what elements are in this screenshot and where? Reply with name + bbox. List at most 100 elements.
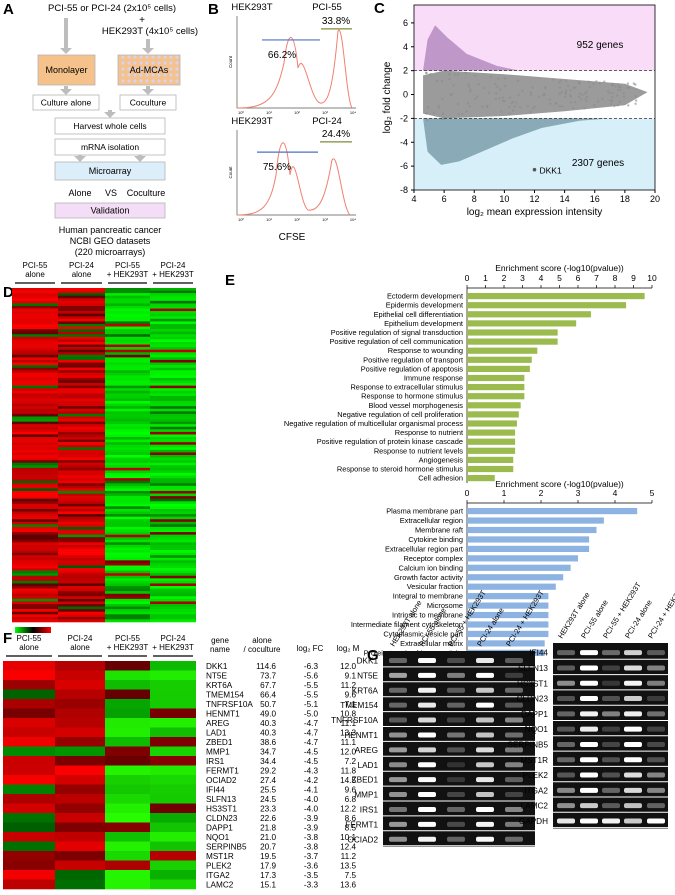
table-cell: 14.5: [340, 776, 356, 785]
heat-cell: [150, 403, 196, 407]
heat-cell: [150, 573, 196, 577]
gene-name: TMEM154: [206, 690, 244, 699]
cloud-dot: [569, 89, 572, 92]
heat-cell: [150, 616, 196, 620]
heat-cell: [3, 756, 55, 766]
band: [389, 806, 407, 812]
column-header-line: alone: [19, 643, 39, 652]
heat-cell: [58, 609, 105, 613]
heat-cell: [58, 341, 105, 345]
band: [505, 792, 523, 798]
heat-cell: [3, 699, 55, 709]
column-header: PCI-24 + HEK293T: [152, 634, 194, 652]
gene-name: NT5E: [206, 671, 227, 680]
heat-cell: [58, 606, 105, 610]
heat-cell: [12, 514, 58, 517]
heat-cell: [105, 444, 150, 448]
band: [418, 687, 436, 693]
x-axis-label: log₂ mean expression intensity: [467, 207, 603, 218]
heat-cell: [150, 851, 196, 861]
heat-cell: [105, 300, 150, 304]
heat-cell: [150, 323, 196, 327]
heat-cell: [58, 616, 105, 620]
heat-cell: [105, 568, 150, 571]
cloud-dot: [613, 104, 616, 108]
bar: [467, 420, 517, 427]
gene-label: ITGA2: [524, 786, 548, 795]
band: [389, 777, 407, 783]
panel-label: A: [3, 1, 14, 18]
cloud-dot: [560, 105, 564, 108]
table-cell: -3.9: [304, 823, 319, 832]
lane-header: PCI-55 + HEK293T: [601, 580, 643, 640]
table-cell: 40.3: [260, 719, 276, 728]
heat-cell: [150, 485, 196, 489]
heat-cell: [12, 344, 58, 348]
cloud-dot: [437, 106, 441, 110]
band: [602, 726, 620, 732]
band: [505, 747, 523, 753]
cloud-dot: [464, 71, 467, 75]
cloud-dot: [441, 112, 445, 116]
band: [505, 672, 523, 678]
heat-cell: [105, 480, 150, 484]
heat-cell: [55, 775, 105, 785]
heat-cell: [150, 357, 196, 361]
heat-cell: [105, 557, 150, 561]
category-label: Cytoplasmic vesicle part: [383, 629, 463, 638]
heat-cell: [105, 321, 150, 325]
table-cell: -4.0: [304, 804, 319, 813]
gene-label: NQO1: [525, 725, 549, 734]
highlight-point: [532, 167, 537, 172]
band: [447, 687, 465, 693]
column-header-line: PCI-24: [161, 261, 186, 270]
category-label: Intrinsic to membrane: [392, 611, 463, 620]
cloud-dot: [592, 82, 595, 86]
gene-label: HS3ST1: [517, 679, 548, 688]
column-header-line: PCI-55: [115, 634, 140, 643]
heat-cell: [58, 437, 105, 440]
y-axis-label: log₂ fold change: [382, 61, 393, 133]
bar: [467, 640, 545, 647]
band: [602, 787, 620, 793]
heat-cell: [105, 344, 150, 348]
heat-cell: [105, 429, 150, 433]
cloud-dot: [606, 89, 610, 93]
bar: [467, 465, 514, 473]
heat-cell: [55, 870, 105, 880]
band: [418, 792, 436, 798]
heat-cell: [150, 434, 196, 438]
category-label: Epithelium development: [384, 319, 463, 328]
band: [602, 696, 620, 702]
column-header: PCI-24 + HEK293T: [152, 261, 194, 279]
band: [476, 806, 494, 812]
a-text: Alone: [68, 188, 91, 198]
heat-cell: [105, 413, 150, 417]
step-box: [54, 161, 166, 181]
heat-cell: [3, 879, 55, 890]
cloud-dot: [569, 101, 573, 104]
heat-cell: [105, 670, 150, 681]
heat-cell: [12, 318, 58, 322]
cloud-dot: [466, 101, 470, 105]
heat-cell: [58, 442, 105, 446]
heat-cell: [105, 508, 150, 512]
panel-label: G: [367, 647, 379, 664]
heat-cell: [12, 298, 58, 302]
bar: [467, 302, 627, 309]
cloud-dot: [467, 85, 470, 88]
table-cell: 29.2: [260, 766, 276, 775]
heat-cell: [58, 352, 105, 356]
heat-cell: [58, 290, 105, 294]
step-box-text: Coculture: [130, 97, 167, 107]
heat-cell: [12, 601, 58, 605]
heat-cell: [105, 388, 150, 392]
gene-label: CLDN23: [517, 695, 549, 704]
heat-cell: [12, 470, 58, 474]
band: [647, 650, 665, 656]
heat-cell: [150, 794, 196, 804]
heat-cell: [150, 604, 196, 607]
heat-cell: [58, 408, 105, 412]
heat-cell: [12, 416, 58, 420]
category-label: Cell adhesion: [418, 474, 463, 483]
